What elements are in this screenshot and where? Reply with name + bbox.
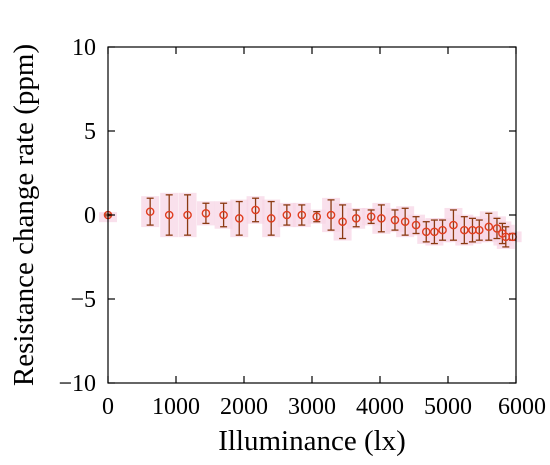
data-point [266, 214, 276, 223]
data-point [400, 217, 410, 227]
data-point [164, 210, 174, 220]
x-tick-label: 0 [102, 394, 114, 420]
data-point [297, 210, 307, 220]
x-tick-label: 6000 [498, 394, 546, 420]
y-axis-title: Resistance change rate (ppm) [8, 44, 40, 386]
data-point [312, 212, 322, 221]
data-point [219, 210, 228, 220]
x-tick-label: 2000 [220, 394, 268, 420]
data-point [338, 217, 347, 227]
y-tick-label: 0 [84, 203, 96, 229]
x-tick-label: 4000 [356, 394, 404, 420]
data-point [234, 214, 244, 223]
data-point [251, 205, 260, 215]
data-point [449, 220, 458, 230]
data-point [474, 225, 484, 235]
x-tick-label: 5000 [424, 394, 472, 420]
x-tick-label: 1000 [152, 394, 200, 420]
data-point [145, 207, 155, 216]
y-tick-label: 10 [72, 35, 96, 61]
data-point [377, 214, 386, 223]
data-point [183, 210, 192, 220]
data-point [411, 220, 421, 230]
x-ticks: 0 1000 2000 3000 4000 5000 6000 [102, 47, 546, 420]
x-tick-label: 3000 [288, 394, 336, 420]
data-point [282, 210, 292, 220]
data-point [421, 227, 431, 237]
y-tick-label: 5 [84, 119, 96, 145]
data-point [492, 224, 502, 233]
data-point [201, 209, 211, 218]
data-point [366, 212, 376, 221]
data-point [390, 215, 400, 225]
data-point [351, 214, 361, 223]
y-tick-label: −10 [58, 371, 96, 397]
errorbar-layer [104, 194, 517, 248]
data-point [430, 227, 439, 237]
data-point [326, 210, 336, 220]
data-point [460, 225, 469, 235]
y-ticks: 10 5 0 −5 −10 [58, 35, 516, 397]
data-point [484, 222, 494, 232]
highlight-layer [99, 192, 522, 249]
y-tick-label: −5 [70, 287, 96, 313]
x-axis-title: Illuminance (lx) [218, 425, 406, 457]
data-point [438, 225, 447, 235]
